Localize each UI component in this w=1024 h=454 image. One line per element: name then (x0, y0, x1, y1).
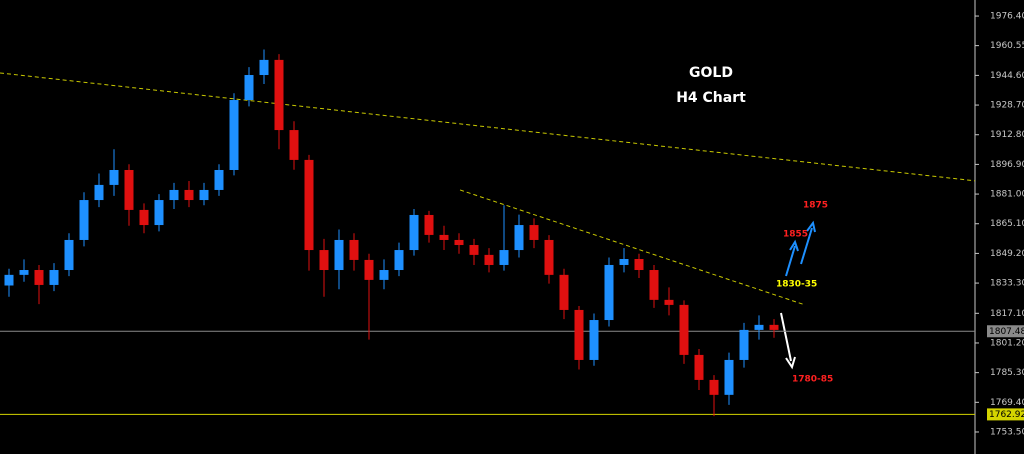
y-tick-label: 1753.50 (990, 427, 1024, 437)
annotation: 1875 (803, 201, 828, 211)
y-tick-label: 1928.70 (990, 101, 1024, 111)
y-tick-label: 1976.40 (990, 12, 1024, 22)
candle-body (349, 239, 359, 260)
arrow-head (789, 239, 799, 252)
annotation: 1780-85 (792, 375, 833, 385)
candle-body (94, 184, 104, 201)
candle-body (364, 259, 374, 280)
candle-body (424, 214, 434, 235)
y-tick-label: 1944.60 (990, 71, 1024, 81)
arrows (780, 220, 816, 370)
chart-title: GOLD (689, 65, 733, 81)
arrow (780, 312, 792, 362)
candle-body (139, 209, 149, 226)
candle-body (109, 169, 119, 185)
candle-body (409, 214, 419, 251)
candle-body (514, 225, 524, 251)
candle-body (484, 254, 494, 265)
y-tick-label: 1849.20 (990, 249, 1024, 259)
candle-body (649, 270, 659, 300)
candle-body (499, 250, 509, 265)
candle-body (769, 324, 779, 330)
annotation: 1855 (783, 230, 808, 240)
candle-body (604, 264, 614, 321)
trend-line (0, 72, 976, 182)
candle-body (214, 169, 224, 190)
candle-body (559, 274, 569, 310)
candle-body (469, 245, 479, 255)
candle-body (694, 354, 704, 380)
y-tick-label: 1817.10 (990, 309, 1024, 319)
price-label: 1807.48 (989, 327, 1024, 337)
y-tick-label: 1912.80 (990, 130, 1024, 140)
price-label-box (987, 408, 1024, 421)
arrow (785, 245, 796, 277)
candle-body (544, 239, 554, 275)
candle-body (169, 189, 179, 201)
candle-body (724, 359, 734, 395)
candle-body (634, 259, 644, 271)
chart-subtitle: H4 Chart (676, 90, 746, 106)
candle-body (199, 189, 209, 201)
candle-body (184, 189, 194, 201)
candle-body (439, 234, 449, 240)
candle-body (64, 239, 74, 271)
y-tick-label: 1881.00 (990, 190, 1024, 200)
candle-body (529, 225, 539, 240)
y-tick-label: 1896.90 (990, 160, 1024, 170)
annotation: 1830-35 (776, 280, 817, 290)
candle-body (574, 309, 584, 360)
price-label-box (987, 325, 1024, 338)
candle-body (244, 75, 254, 101)
price-label: 1762.92 (989, 410, 1024, 420)
candle-body (619, 259, 629, 265)
y-tick-label: 1960.55 (990, 41, 1024, 51)
candle-body (589, 320, 599, 360)
candle-body (274, 59, 284, 131)
arrow-head (785, 356, 796, 370)
candle-body (124, 169, 134, 210)
candle-body (304, 159, 314, 251)
candle-body (679, 304, 689, 355)
arrow-head (806, 220, 816, 233)
candle-body (34, 270, 44, 285)
candle-body (709, 379, 719, 395)
candle-body (454, 239, 464, 246)
candle-body (49, 270, 59, 285)
candle-body (259, 59, 269, 76)
candle-body (394, 250, 404, 271)
candle-body (229, 100, 239, 170)
candle-body (334, 239, 344, 271)
y-tick-label: 1801.20 (990, 338, 1024, 348)
candle-body (154, 200, 164, 226)
candle-body (754, 324, 764, 330)
candle-body (4, 274, 14, 286)
y-tick-label: 1865.10 (990, 219, 1024, 229)
y-tick-label: 1833.30 (990, 279, 1024, 289)
candle-body (79, 200, 89, 240)
candle-body (379, 270, 389, 280)
y-tick-label: 1785.30 (990, 368, 1024, 378)
candle-body (319, 250, 329, 271)
candle-body (289, 130, 299, 160)
candle-body (664, 299, 674, 305)
candle-body (739, 329, 749, 360)
candle-body (19, 270, 29, 275)
trend-line (459, 189, 806, 306)
y-tick-label: 1769.40 (990, 398, 1024, 408)
arrow (800, 227, 813, 265)
